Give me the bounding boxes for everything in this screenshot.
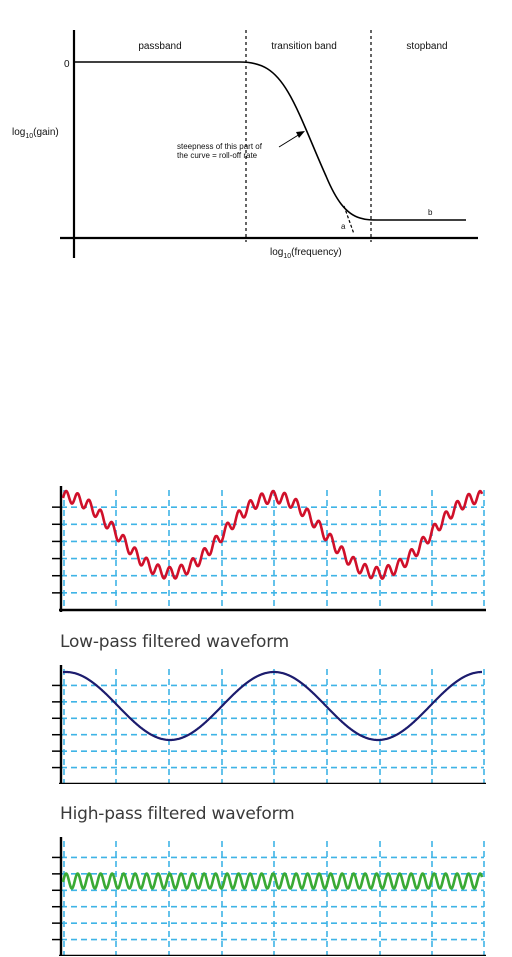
roll-off-annotation-line1: steepness of this part of xyxy=(177,142,263,151)
filter-response-plot: passband transition band stopband 0 log1… xyxy=(12,30,478,260)
filter-response-diagram: passband transition band stopband 0 log1… xyxy=(0,0,512,270)
y-axis-label-sub: 10 xyxy=(25,133,33,140)
lowpass-waveform-panel: Low-pass filtered waveform xyxy=(0,632,512,784)
y-axis-label-prefix: log xyxy=(12,127,25,138)
transition-band-label: transition band xyxy=(271,41,337,52)
stopband-label: stopband xyxy=(406,41,447,52)
passband-label: passband xyxy=(138,41,181,52)
lowpass-waveform-plot xyxy=(52,665,486,784)
x-axis-label-sub: 10 xyxy=(283,253,291,260)
highpass-waveform-plot xyxy=(52,837,486,956)
y-axis-label: log10(gain) xyxy=(12,127,59,140)
x-axis-label-prefix: log xyxy=(270,247,283,258)
highpass-title: High-pass filtered waveform xyxy=(60,804,295,824)
lowpass-title: Low-pass filtered waveform xyxy=(60,632,290,652)
highpass-waveform-line xyxy=(61,872,484,890)
point-b-label: b xyxy=(428,208,433,217)
original-waveform-plot xyxy=(52,486,486,612)
x-axis-label: log10(frequency) xyxy=(270,247,342,260)
gain-zero-label: 0 xyxy=(64,59,70,70)
x-axis-label-suffix: (frequency) xyxy=(291,247,342,258)
original-waveform-panel xyxy=(0,478,512,613)
lowpass-waveform-line xyxy=(62,670,483,742)
roll-off-annotation-line2: the curve = roll-off rate xyxy=(177,151,258,160)
frequency-response-curve xyxy=(74,61,466,221)
annotation-arrowhead xyxy=(296,131,305,138)
original-waveform-line xyxy=(61,489,484,580)
annotation-arrow-line xyxy=(278,133,301,148)
point-a-label: a xyxy=(341,222,346,231)
y-axis-label-suffix: (gain) xyxy=(33,127,59,138)
highpass-waveform-panel: High-pass filtered waveform xyxy=(0,804,512,957)
roll-off-extrapolation xyxy=(343,205,355,235)
